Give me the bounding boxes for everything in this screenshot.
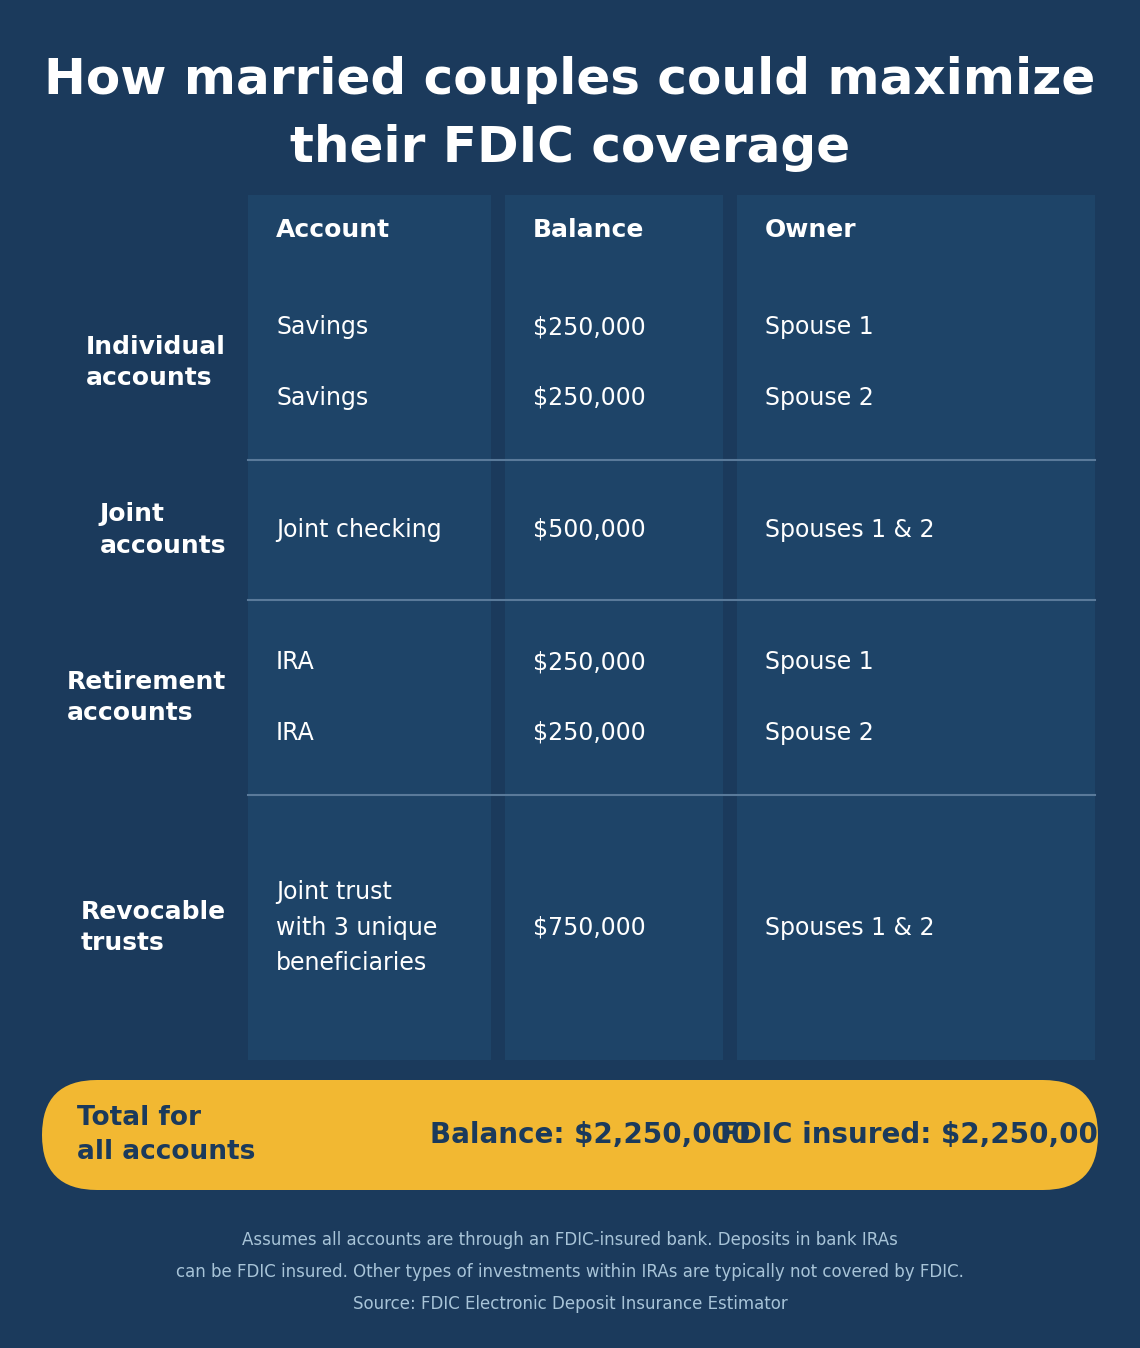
Text: $250,000: $250,000 xyxy=(534,315,645,340)
Text: Retirement
accounts: Retirement accounts xyxy=(66,670,226,725)
Text: How married couples could maximize: How married couples could maximize xyxy=(44,57,1096,104)
Text: $750,000: $750,000 xyxy=(534,915,645,940)
Text: Joint
accounts: Joint accounts xyxy=(99,503,226,558)
Bar xyxy=(505,460,723,600)
Bar xyxy=(505,266,723,460)
Text: Balance: $2,250,000: Balance: $2,250,000 xyxy=(430,1122,750,1148)
Text: $250,000: $250,000 xyxy=(534,721,645,744)
Bar xyxy=(736,266,1096,460)
Bar xyxy=(736,600,1096,795)
Text: Account: Account xyxy=(276,218,390,243)
Text: Individual
accounts: Individual accounts xyxy=(87,334,226,391)
Text: Spouse 2: Spouse 2 xyxy=(765,386,873,410)
FancyBboxPatch shape xyxy=(42,1080,1098,1190)
Text: Joint trust
with 3 unique
beneficiaries: Joint trust with 3 unique beneficiaries xyxy=(276,880,438,975)
Text: Revocable
trusts: Revocable trusts xyxy=(81,899,226,956)
Text: IRA: IRA xyxy=(276,650,315,674)
Bar xyxy=(249,195,491,266)
Bar xyxy=(249,600,491,795)
Text: Spouse 1: Spouse 1 xyxy=(765,315,873,340)
Text: Total for
all accounts: Total for all accounts xyxy=(78,1105,255,1165)
Text: Spouse 2: Spouse 2 xyxy=(765,721,873,744)
Text: Balance: Balance xyxy=(534,218,644,243)
Text: Spouses 1 & 2: Spouses 1 & 2 xyxy=(765,915,935,940)
Text: FDIC insured: $2,250,000: FDIC insured: $2,250,000 xyxy=(720,1122,1117,1148)
Text: $500,000: $500,000 xyxy=(534,518,645,542)
Text: Savings: Savings xyxy=(276,386,368,410)
Text: Savings: Savings xyxy=(276,315,368,340)
Text: Spouse 1: Spouse 1 xyxy=(765,650,873,674)
Text: their FDIC coverage: their FDIC coverage xyxy=(290,124,850,173)
Bar xyxy=(736,460,1096,600)
Bar xyxy=(249,795,491,1060)
Text: Joint checking: Joint checking xyxy=(276,518,441,542)
Bar xyxy=(249,460,491,600)
Text: can be FDIC insured. Other types of investments within IRAs are typically not co: can be FDIC insured. Other types of inve… xyxy=(176,1263,964,1281)
Text: IRA: IRA xyxy=(276,721,315,744)
Text: Spouses 1 & 2: Spouses 1 & 2 xyxy=(765,518,935,542)
Bar xyxy=(505,795,723,1060)
Bar xyxy=(505,195,723,266)
Bar xyxy=(249,266,491,460)
Text: $250,000: $250,000 xyxy=(534,650,645,674)
Text: $250,000: $250,000 xyxy=(534,386,645,410)
Text: Owner: Owner xyxy=(765,218,856,243)
Text: Assumes all accounts are through an FDIC-insured bank. Deposits in bank IRAs: Assumes all accounts are through an FDIC… xyxy=(242,1231,898,1250)
Bar xyxy=(736,795,1096,1060)
Bar xyxy=(505,600,723,795)
Text: Source: FDIC Electronic Deposit Insurance Estimator: Source: FDIC Electronic Deposit Insuranc… xyxy=(352,1295,788,1313)
Bar xyxy=(736,195,1096,266)
